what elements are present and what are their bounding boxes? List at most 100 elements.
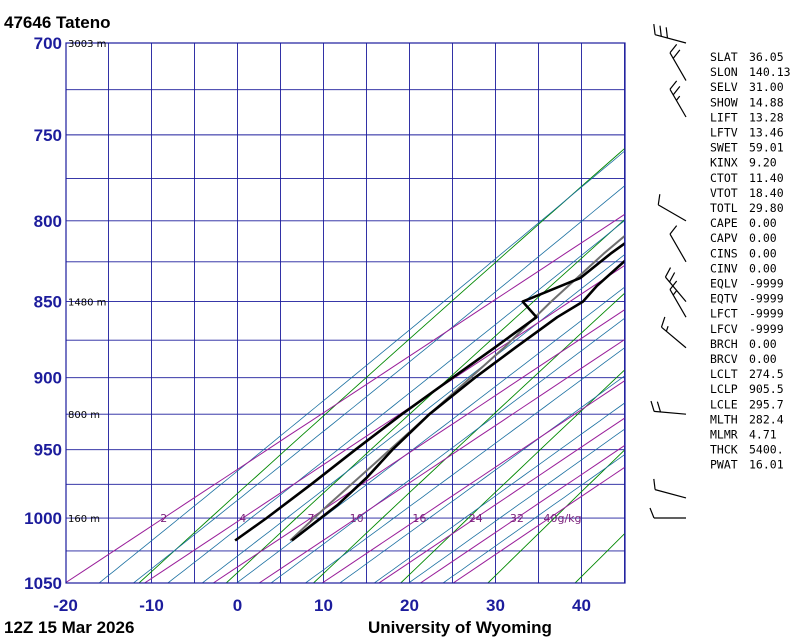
index-label: SWET — [710, 141, 738, 155]
footer-source: University of Wyoming — [368, 618, 552, 637]
wind-barb — [669, 225, 687, 263]
index-value: 295.7 — [749, 397, 784, 411]
pressure-tick-label: 900 — [34, 369, 62, 388]
moist-adiabat-line — [202, 253, 625, 583]
index-label: CINV — [710, 261, 738, 275]
index-label: EQLV — [710, 277, 738, 291]
pressure-tick-label: 800 — [34, 212, 62, 231]
wind-barb — [653, 23, 687, 44]
moist-adiabat-line — [167, 219, 625, 583]
height-label: 3003 m — [68, 39, 106, 50]
index-label: SHOW — [710, 95, 738, 109]
index-label: KINX — [710, 156, 738, 170]
mixing-ratio-line — [213, 308, 625, 583]
temperature-tick-label: 30 — [486, 596, 505, 615]
pressure-tick-label: 950 — [34, 441, 62, 460]
dry-adiabat-line — [400, 368, 625, 583]
moist-adiabat-line — [408, 428, 625, 583]
index-value: 282.4 — [749, 412, 784, 426]
wind-barb-flag — [660, 316, 666, 328]
height-label: 1480 m — [68, 298, 106, 309]
wind-barb — [650, 400, 687, 415]
wind-barb-flag — [672, 49, 681, 59]
temperature-tick-label: -10 — [139, 596, 164, 615]
index-label: LFTV — [710, 126, 738, 140]
wind-barb-flag — [664, 267, 672, 278]
wind-barb — [649, 507, 686, 519]
index-value: 18.40 — [749, 186, 784, 200]
index-value: 0.00 — [749, 352, 777, 366]
index-label: CTOT — [710, 171, 738, 185]
index-label: LCLT — [710, 367, 738, 381]
mixing-ratio-label: 40g/kg — [543, 512, 581, 525]
mixing-ratio-line — [321, 379, 625, 583]
index-label: LIFT — [710, 110, 738, 124]
height-label: 160 m — [68, 514, 100, 525]
index-value: 4.71 — [749, 428, 777, 442]
index-label: THCK — [710, 443, 738, 457]
background-grid — [66, 43, 625, 583]
index-label: SLON — [710, 65, 738, 79]
wind-barb-half-flag — [675, 95, 681, 101]
wind-barb-flag — [669, 43, 678, 54]
wind-barb-flag — [649, 507, 655, 519]
mixing-ratio-line — [378, 417, 625, 583]
index-label: CAPE — [710, 216, 738, 230]
index-value: 0.00 — [749, 337, 777, 351]
index-value: 0.00 — [749, 246, 777, 260]
index-label: CAPV — [710, 231, 738, 245]
wind-barb — [669, 280, 687, 318]
moist-adiabat-line — [236, 286, 625, 583]
chart-title: 47646 Tateno — [4, 13, 110, 32]
wind-barb — [653, 478, 687, 499]
pressure-tick-label: 1050 — [24, 574, 62, 593]
wind-barb — [660, 316, 687, 349]
index-value: 0.00 — [749, 216, 777, 230]
moist-adiabat-line — [442, 453, 625, 583]
pressure-tick-label: 750 — [34, 126, 62, 145]
wind-barb-staff — [669, 88, 687, 118]
stability-indices-table: SLAT 36.05 SLON 140.13 SELV 31.00 SHOW 14.88 LIF… — [710, 50, 791, 472]
index-value: 9.20 — [749, 156, 777, 170]
temperature-tick-label: 0 — [233, 596, 242, 615]
mixing-ratio-line — [420, 444, 625, 583]
mixing-ratio-label: 7 — [308, 512, 315, 525]
plot-frame — [65, 42, 626, 584]
moist-adiabat-line — [98, 150, 625, 583]
index-label: MLTH — [710, 412, 738, 426]
wind-barb-flag — [656, 401, 662, 413]
footer-time: 12Z 15 Mar 2026 — [4, 618, 134, 637]
index-value: -9999 — [749, 322, 784, 336]
index-label: LFCV — [710, 322, 738, 336]
index-label: LFCT — [710, 307, 738, 321]
wind-barb-flag — [669, 225, 678, 235]
temperature-tick-label: -20 — [53, 596, 78, 615]
index-label: BRCV — [710, 352, 738, 366]
moist-adiabat-line — [133, 185, 625, 583]
index-label: CINS — [710, 246, 738, 260]
mixing-ratio-line — [66, 213, 625, 583]
index-value: -9999 — [749, 292, 784, 306]
index-value: 14.88 — [749, 95, 784, 109]
index-value: 59.01 — [749, 141, 784, 155]
wind-barb-flag — [650, 400, 655, 412]
index-label: SLAT — [710, 50, 738, 64]
mixing-ratio-label: 32 — [510, 512, 524, 525]
index-value: -9999 — [749, 307, 784, 321]
index-value: 140.13 — [749, 65, 791, 79]
moist-adiabat-line — [374, 402, 625, 583]
wind-barb-flag — [665, 27, 669, 39]
index-value: 0.00 — [749, 261, 777, 275]
index-value: 29.80 — [749, 201, 784, 215]
pressure-tick-label: 700 — [34, 34, 62, 53]
index-value: 274.5 — [749, 367, 784, 381]
wind-barb — [669, 43, 687, 81]
dewpoint-profile — [234, 241, 625, 542]
dry-adiabat-line — [313, 292, 625, 583]
mixing-ratio-label: 24 — [469, 512, 483, 525]
pressure-tick-label: 850 — [34, 293, 62, 312]
wind-barb-staff — [669, 233, 687, 263]
wind-barb-flag — [669, 280, 678, 290]
wind-barb-staff — [669, 289, 687, 318]
